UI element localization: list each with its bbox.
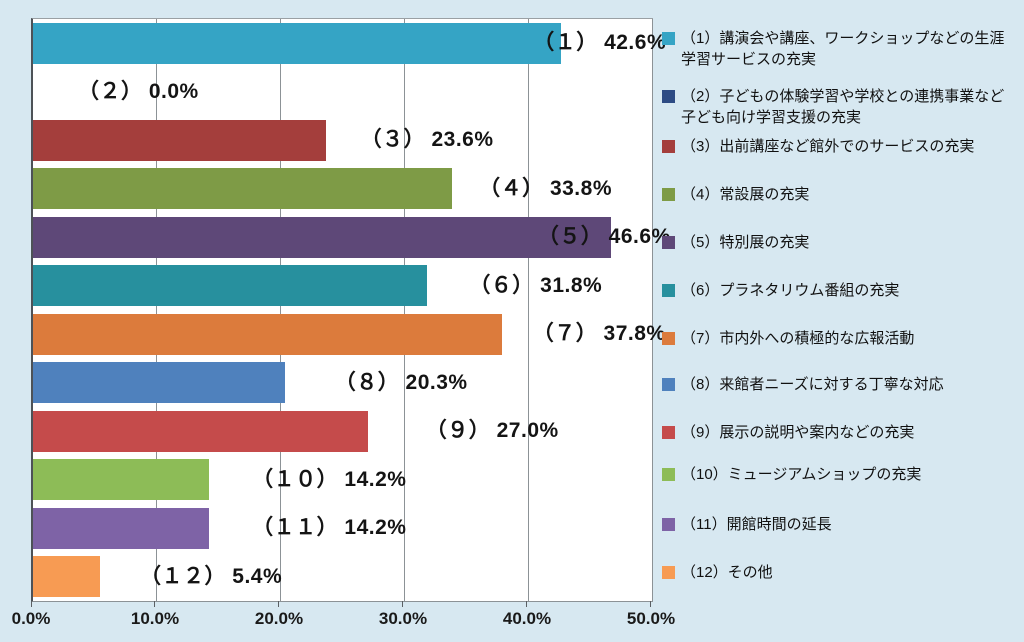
gridline bbox=[528, 19, 529, 601]
legend-item: （7）市内外への積極的な広報活動 bbox=[662, 328, 1014, 349]
legend-item: （2）子どもの体験学習や学校との連携事業など子ども向け学習支援の充実 bbox=[662, 86, 1014, 128]
legend-item-label: （2）子どもの体験学習や学校との連携事業など子ども向け学習支援の充実 bbox=[681, 88, 1005, 126]
legend-item: （5）特別展の充実 bbox=[662, 232, 1014, 253]
x-axis-tick bbox=[650, 601, 651, 607]
bar-data-label: （４） 33.8% bbox=[479, 176, 612, 200]
legend-color-swatch bbox=[662, 378, 675, 391]
bar bbox=[33, 216, 611, 258]
legend-item: （3）出前講座など館外でのサービスの充実 bbox=[662, 136, 1014, 157]
x-axis-tick bbox=[526, 601, 527, 607]
legend-item: （1）講演会や講座、ワークショップなどの生涯学習サービスの充実 bbox=[662, 28, 1014, 70]
legend-item-label: （1）講演会や講座、ワークショップなどの生涯学習サービスの充実 bbox=[681, 30, 1005, 68]
legend-color-swatch bbox=[662, 236, 675, 249]
gridline bbox=[404, 19, 405, 601]
legend-item-label: （12）その他 bbox=[681, 564, 773, 581]
legend-item-label: （9）展示の説明や案内などの充実 bbox=[681, 424, 915, 441]
legend-item: （11）開館時間の延長 bbox=[662, 514, 1014, 535]
legend-item: （4）常設展の充実 bbox=[662, 184, 1014, 205]
bar-data-label: （３） 23.6% bbox=[360, 128, 494, 151]
legend-color-swatch bbox=[662, 518, 675, 531]
legend-color-swatch bbox=[662, 566, 675, 579]
legend-item-label: （8）来館者ニーズに対する丁寧な対応 bbox=[681, 376, 944, 393]
legend-item: （10）ミュージアムショップの充実 bbox=[662, 464, 1014, 485]
bar bbox=[33, 313, 502, 355]
bar-data-label: （１） 42.6% bbox=[533, 31, 667, 54]
bar bbox=[33, 168, 453, 210]
legend-item-label: （6）プラネタリウム番組の充実 bbox=[681, 282, 900, 299]
bar bbox=[33, 507, 210, 549]
legend-color-swatch bbox=[662, 90, 675, 103]
x-axis-tick bbox=[154, 601, 155, 607]
legend-item-label: （3）出前講座など館外でのサービスの充実 bbox=[681, 138, 975, 155]
bar bbox=[33, 119, 326, 161]
legend-item-label: （4）常設展の充実 bbox=[681, 186, 810, 203]
bar-data-label: （５） 46.6% bbox=[537, 225, 671, 248]
legend-item: （9）展示の説明や案内などの充実 bbox=[662, 422, 1014, 443]
legend-item-label: （11）開館時間の延長 bbox=[681, 516, 832, 533]
bar bbox=[33, 265, 428, 307]
x-axis-tick-label: 40.0% bbox=[502, 609, 552, 628]
bar-data-label: （１０） 14.2% bbox=[252, 467, 407, 491]
legend-color-swatch bbox=[662, 332, 675, 345]
x-axis: 0.0% 10.0% 20.0% 30.0% 40.0% 50.0% bbox=[12, 601, 675, 641]
legend-item-label: （5）特別展の充実 bbox=[681, 234, 810, 251]
legend-color-swatch bbox=[662, 284, 675, 297]
gridline bbox=[652, 19, 653, 601]
bar bbox=[33, 556, 100, 598]
legend-item: （6）プラネタリウム番組の充実 bbox=[662, 280, 1014, 301]
legend-item: （12）その他 bbox=[662, 562, 1014, 583]
legend-color-swatch bbox=[662, 188, 675, 201]
legend-color-swatch bbox=[662, 468, 675, 481]
gridline bbox=[156, 19, 157, 601]
plot-area: （１） 42.6% （２） 0.0% （３） 23.6% （４） 33.8% （５） 4… bbox=[31, 18, 670, 602]
bar-data-label: （７） 37.8% bbox=[532, 322, 666, 345]
legend-color-swatch bbox=[662, 426, 675, 439]
bar bbox=[33, 410, 368, 452]
x-axis-tick-label: 0.0% bbox=[11, 609, 51, 628]
x-axis-tick-label: 30.0% bbox=[378, 609, 428, 628]
x-axis-tick bbox=[278, 601, 279, 607]
bar bbox=[33, 459, 210, 501]
legend-item-label: （10）ミュージアムショップの充実 bbox=[681, 466, 922, 483]
x-axis-tick-label: 10.0% bbox=[130, 609, 180, 628]
bar-data-label: （８） 20.3% bbox=[334, 370, 468, 394]
gridline bbox=[280, 19, 281, 601]
bar bbox=[33, 362, 285, 404]
bar-data-label: （１２） 5.4% bbox=[139, 564, 283, 588]
x-axis-tick-label: 50.0% bbox=[626, 609, 676, 628]
bar-data-label: （１１） 14.2% bbox=[252, 516, 407, 539]
x-axis-tick bbox=[31, 601, 32, 607]
legend-color-swatch bbox=[662, 140, 675, 153]
x-axis-tick bbox=[402, 601, 403, 607]
legend: （1）講演会や講座、ワークショップなどの生涯学習サービスの充実 （2）子どもの体験… bbox=[662, 0, 1018, 642]
bar-data-label: （２） 0.0% bbox=[78, 79, 199, 103]
legend-color-swatch bbox=[662, 32, 675, 45]
bar-data-label: （６） 31.8% bbox=[469, 273, 603, 297]
bar bbox=[33, 22, 562, 64]
legend-item-label: （7）市内外への積極的な広報活動 bbox=[681, 330, 915, 347]
x-axis-tick-label: 20.0% bbox=[254, 609, 304, 628]
legend-item: （8）来館者ニーズに対する丁寧な対応 bbox=[662, 374, 1014, 395]
bar-data-label: （９） 27.0% bbox=[425, 419, 559, 442]
